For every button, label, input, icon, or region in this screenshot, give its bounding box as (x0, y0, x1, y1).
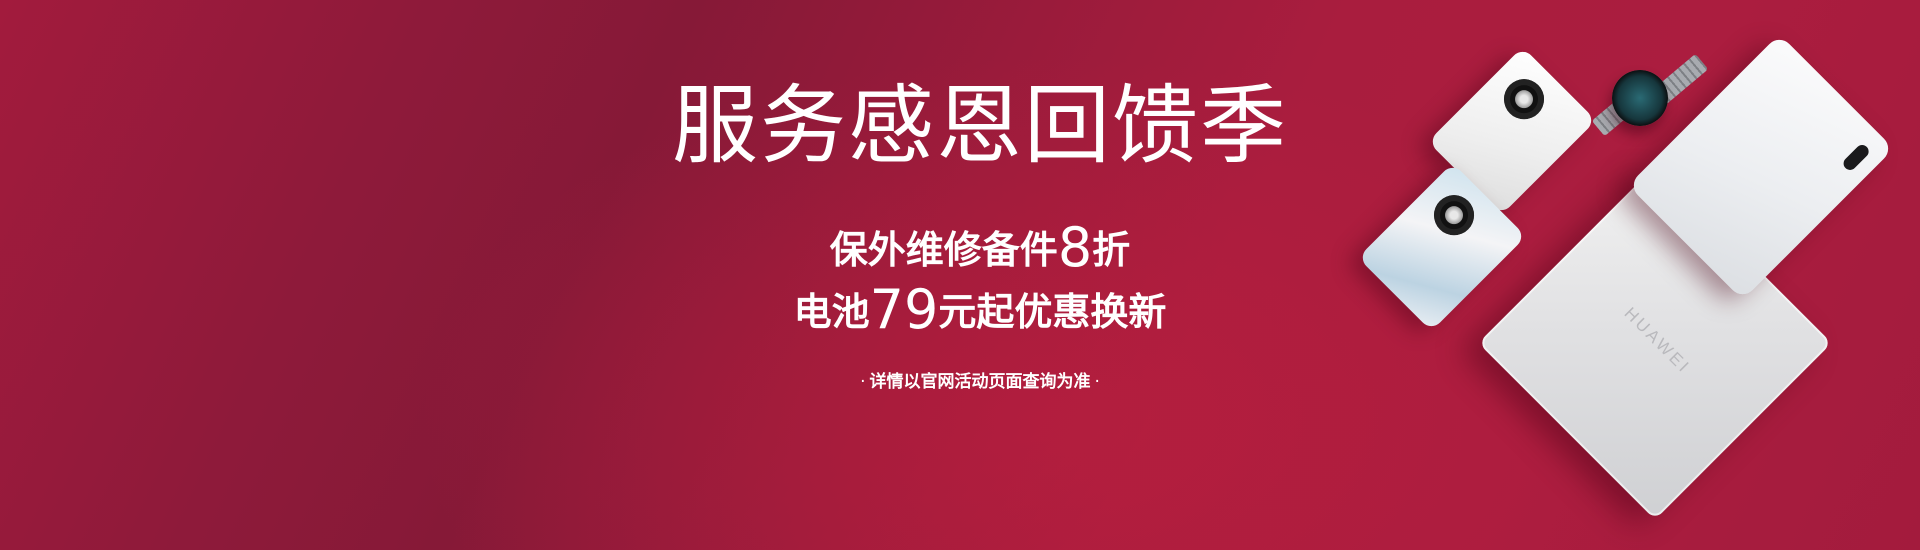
note-dot-left: · (860, 372, 866, 392)
offer-line-battery: 电池79元起优惠换新 (640, 282, 1320, 340)
offer-line-battery-number: 79 (869, 278, 939, 341)
tablet-camera (1840, 142, 1872, 173)
offer-line-parts-number: 8 (1057, 216, 1093, 279)
promo-text-block: 服务感恩回馈季 保外维修备件8折 电池79元起优惠换新 · 详情以官网活动页面查询… (640, 0, 1320, 550)
phone-white-camera (1495, 70, 1553, 128)
note-text: 详情以官网活动页面查询为准 (869, 372, 1091, 392)
offer-line-battery-suffix: 元起优惠换新 (938, 290, 1167, 334)
smartwatch-image (1612, 70, 1668, 126)
terms-note: · 详情以官网活动页面查询为准 · (640, 370, 1320, 394)
phone-silver-camera (1425, 186, 1483, 244)
banner-title: 服务感恩回馈季 (672, 76, 1288, 176)
offer-line-parts-prefix: 保外维修备件 (829, 228, 1058, 272)
offer-line-parts-suffix: 折 (1092, 228, 1131, 272)
offer-line-parts-discount: 保外维修备件8折 (640, 221, 1320, 276)
note-dot-right: · (1094, 372, 1100, 392)
offer-line-battery-prefix: 电池 (793, 290, 870, 334)
